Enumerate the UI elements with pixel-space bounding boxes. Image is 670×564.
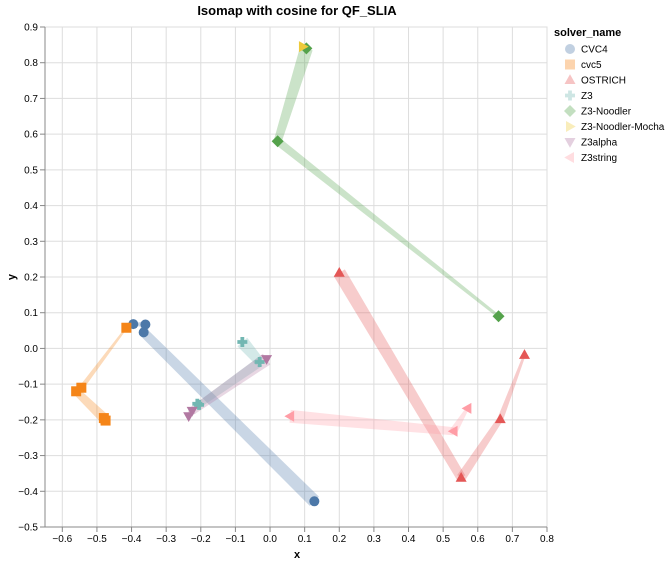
y-tick-label: 0.5 — [24, 165, 38, 176]
data-point — [271, 135, 284, 148]
x-tick-label: 0.2 — [332, 534, 346, 545]
legend-label: Z3string — [581, 153, 617, 164]
y-tick-label: −0.4 — [18, 487, 38, 498]
y-tick-label: 0.8 — [24, 58, 38, 69]
x-tick-label: 0.7 — [505, 534, 519, 545]
x-tick-label: −0.5 — [87, 534, 107, 545]
data-point — [333, 266, 345, 277]
x-tick-label: 0.8 — [540, 534, 554, 545]
x-tick-label: 0.1 — [298, 534, 312, 545]
trail-segment — [275, 138, 500, 318]
legend-label: Z3-Noodler — [581, 107, 632, 118]
legend-label: Z3-Noodler-Mocha — [581, 122, 665, 133]
data-point — [186, 406, 198, 417]
legend-label: OSTRICH — [581, 76, 626, 87]
data-point — [100, 415, 111, 426]
data-point — [455, 471, 467, 482]
grid — [44, 26, 548, 528]
legend-symbol — [564, 152, 574, 163]
x-tick-label: −0.3 — [156, 534, 176, 545]
data-point — [518, 349, 530, 359]
legend: solver_name CVC4 cvc5 OSTRICH Z3 Z3-Noodler Z… — [554, 27, 665, 164]
y-tick-label: 0.3 — [24, 237, 38, 248]
y-tick-label: 0.1 — [24, 308, 38, 319]
x-tick-label: −0.4 — [122, 534, 142, 545]
legend-symbol — [565, 90, 575, 101]
x-tick-label: 0.5 — [436, 534, 450, 545]
y-tick-label: −0.3 — [18, 451, 38, 462]
data-point — [461, 402, 472, 414]
data-point — [71, 386, 82, 397]
legend-symbol — [564, 74, 576, 84]
y-tick-label: −0.5 — [18, 523, 38, 534]
trail-segment — [333, 269, 466, 481]
data-point — [494, 413, 506, 424]
legend-symbol — [565, 59, 575, 70]
legend-title: solver_name — [554, 27, 621, 39]
legend-label: CVC4 — [581, 45, 608, 56]
data-point — [284, 410, 295, 422]
points — [71, 41, 530, 507]
y-tick-label: 0.2 — [24, 273, 38, 284]
y-axis-title: y — [6, 273, 18, 280]
trail-segment — [189, 353, 271, 415]
trail-segment — [450, 407, 469, 434]
trail-segment — [289, 409, 454, 436]
data-point — [183, 412, 195, 423]
x-tick-label: −0.1 — [226, 534, 246, 545]
x-tick-label: 0.0 — [263, 534, 277, 545]
legend-label: Z3alpha — [581, 138, 618, 149]
data-point — [492, 310, 505, 323]
y-tick-label: −0.2 — [18, 415, 38, 426]
data-point — [237, 337, 248, 347]
x-tick-label: 0.4 — [402, 534, 416, 545]
data-point — [254, 357, 265, 367]
y-tick-label: 0.7 — [24, 94, 38, 105]
x-axis-title: x — [294, 549, 301, 561]
trail-segment — [79, 327, 128, 390]
x-tick-label: 0.3 — [367, 534, 381, 545]
data-point — [298, 41, 309, 53]
legend-label: Z3 — [581, 91, 593, 102]
x-tick-label: −0.6 — [52, 534, 72, 545]
trail-segment — [497, 354, 526, 421]
y-tick-label: 0.6 — [24, 130, 38, 141]
trail-segment — [197, 358, 263, 408]
legend-symbol — [564, 138, 576, 148]
trail-segment — [140, 328, 319, 506]
trails — [73, 46, 526, 506]
axes: −0.6 −0.5 −0.4 −0.3 −0.2 −0.1 0.0 0.1 0.2 0.3 0.4 0… — [18, 23, 554, 546]
data-point — [192, 398, 203, 409]
chart-title: Isomap with cosine for QF_SLIA — [197, 3, 397, 18]
y-tick-label: 0.4 — [24, 201, 38, 212]
trail-segment — [457, 417, 503, 481]
legend-label: cvc5 — [581, 60, 602, 71]
x-tick-label: 0.6 — [471, 534, 485, 545]
legend-symbol — [566, 121, 576, 132]
data-point — [121, 322, 132, 333]
y-tick-label: 0.0 — [24, 344, 38, 355]
data-point — [309, 496, 320, 507]
x-tick-label: −0.2 — [191, 534, 211, 545]
trail-segment — [273, 46, 313, 143]
legend-symbol — [564, 105, 576, 117]
y-tick-label: −0.1 — [18, 380, 38, 391]
data-point — [261, 355, 273, 365]
data-point — [140, 319, 151, 330]
data-point — [138, 327, 149, 338]
data-point — [447, 425, 458, 437]
legend-symbol — [565, 44, 575, 54]
y-tick-label: 0.9 — [24, 23, 38, 34]
